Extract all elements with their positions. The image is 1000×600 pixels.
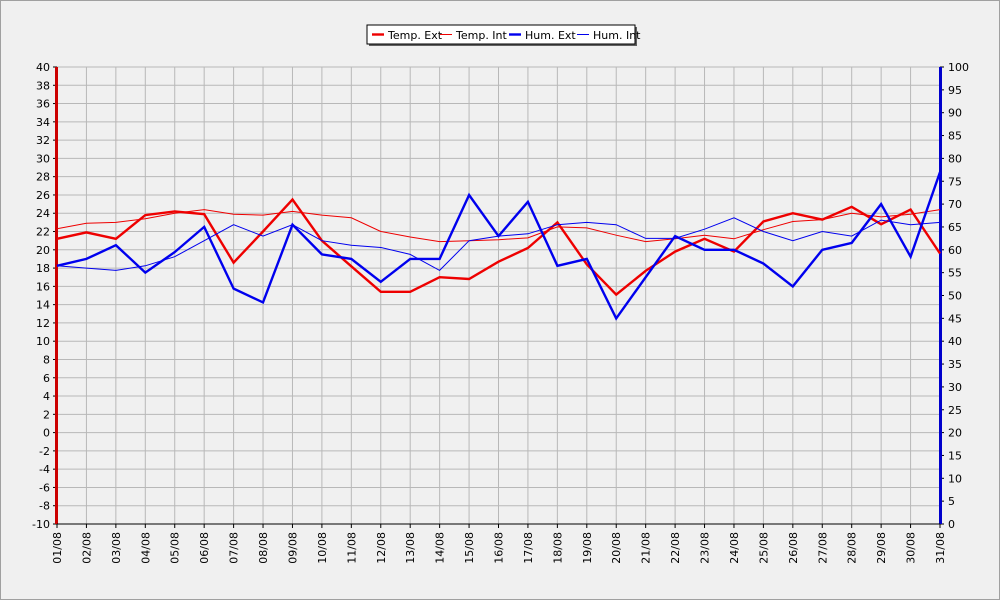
- x-tick-label: 20/08: [610, 532, 623, 564]
- x-tick-label: 09/08: [286, 532, 299, 564]
- right-tick-label: 75: [948, 175, 962, 188]
- x-tick-label: 18/08: [551, 532, 564, 564]
- right-tick-label: 55: [948, 267, 962, 280]
- left-tick-label: 22: [36, 226, 50, 239]
- x-tick-label: 10/08: [316, 532, 329, 564]
- x-tick-label: 21/08: [640, 532, 653, 564]
- left-tick-label: 40: [36, 61, 50, 74]
- x-tick-label: 05/08: [169, 532, 182, 564]
- x-tick-label: 17/08: [522, 532, 535, 564]
- right-tick-label: 5: [948, 495, 955, 508]
- left-tick-label: -8: [39, 500, 50, 513]
- x-tick-label: 26/08: [787, 532, 800, 564]
- left-tick-label: 32: [36, 134, 50, 147]
- x-tick-label: 29/08: [875, 532, 888, 564]
- left-axis: -10-8-6-4-202468101214161820222426283032…: [32, 61, 58, 531]
- x-tick-label: 03/08: [110, 532, 123, 564]
- right-tick-label: 25: [948, 404, 962, 417]
- x-tick-label: 15/08: [463, 532, 476, 564]
- left-tick-label: 38: [36, 79, 50, 92]
- left-tick-label: 24: [36, 207, 50, 220]
- left-tick-label: 10: [36, 335, 50, 348]
- left-tick-label: 12: [36, 317, 50, 330]
- left-tick-label: -2: [39, 445, 50, 458]
- left-tick-label: -6: [39, 481, 50, 494]
- right-tick-label: 35: [948, 358, 962, 371]
- x-tick-label: 07/08: [228, 532, 241, 564]
- right-tick-label: 40: [948, 335, 962, 348]
- right-tick-label: 95: [948, 84, 962, 97]
- right-tick-label: 70: [948, 198, 962, 211]
- left-tick-label: 18: [36, 262, 50, 275]
- right-tick-label: 15: [948, 449, 962, 462]
- left-tick-label: 30: [36, 152, 50, 165]
- series-layer: [56, 171, 942, 321]
- right-axis: 0 5 10 15 20 25 30 35 40 45 50 55 60 65 70 75 80 85 90 95 10…: [939, 61, 969, 531]
- right-tick-label: 65: [948, 221, 962, 234]
- left-tick-label: 16: [36, 280, 50, 293]
- left-tick-label: 36: [36, 98, 50, 111]
- right-tick-label: 10: [948, 472, 962, 485]
- right-tick-label: 45: [948, 312, 962, 325]
- x-tick-label: 14/08: [434, 532, 447, 564]
- x-tick-label: 23/08: [699, 532, 712, 564]
- legend-label-temp-int: Temp. Int: [455, 29, 508, 42]
- left-tick-label: 0: [43, 427, 50, 440]
- x-tick-label: 24/08: [728, 532, 741, 564]
- x-tick-label: 08/08: [257, 532, 270, 564]
- right-tick-label: 30: [948, 381, 962, 394]
- left-tick-label: 2: [43, 408, 50, 421]
- right-tick-label: 90: [948, 107, 962, 120]
- x-tick-label: 31/08: [934, 532, 947, 564]
- legend-label-hum-ext: Hum. Ext: [525, 29, 576, 42]
- right-tick-label: 100: [948, 61, 969, 74]
- right-axis-bar: [939, 67, 942, 524]
- legend-label-temp-ext: Temp. Ext: [387, 29, 443, 42]
- x-tick-label: 11/08: [345, 532, 358, 564]
- x-tick-label: 25/08: [757, 532, 770, 564]
- legend-box: [366, 24, 636, 45]
- x-tick-label: 13/08: [404, 532, 417, 564]
- x-tick-label: 12/08: [375, 532, 388, 564]
- right-tick-label: 50: [948, 290, 962, 303]
- x-tick-label: 01/08: [51, 532, 64, 564]
- left-tick-label: 34: [36, 116, 50, 129]
- right-tick-label: 0: [948, 518, 955, 531]
- left-tick-label: 26: [36, 189, 50, 202]
- x-axis: 01/08 02/08 03/08 04/08 05/08 06/08 07/08 08/08…: [51, 523, 947, 564]
- right-tick-label: 60: [948, 244, 962, 257]
- left-tick-label: 8: [43, 353, 50, 366]
- legend-label-hum-int: Hum. Int: [593, 29, 641, 42]
- x-tick-label: 02/08: [80, 532, 93, 564]
- left-tick-label: -4: [39, 463, 50, 476]
- left-tick-label: 20: [36, 244, 50, 257]
- x-tick-label: 30/08: [905, 532, 918, 564]
- legend: Temp. Ext Temp. Int Hum. Ext Hum. Int: [366, 24, 641, 46]
- x-tick-label: 06/08: [198, 532, 211, 564]
- left-tick-label: 6: [43, 372, 50, 385]
- x-tick-label: 16/08: [493, 532, 506, 564]
- series-line-hum-int: [56, 217, 941, 272]
- series-line-temp-int: [56, 209, 941, 243]
- series-line-temp-ext: [56, 197, 941, 297]
- left-tick-label: 28: [36, 171, 50, 184]
- right-tick-label: 20: [948, 427, 962, 440]
- left-axis-bar: [55, 67, 58, 524]
- x-tick-label: 27/08: [816, 532, 829, 564]
- right-tick-label: 85: [948, 130, 962, 143]
- left-tick-label: -10: [32, 518, 50, 531]
- x-tick-label: 04/08: [139, 532, 152, 564]
- right-tick-label: 80: [948, 152, 962, 165]
- x-tick-label: 19/08: [581, 532, 594, 564]
- left-tick-label: 14: [36, 299, 50, 312]
- x-tick-label: 22/08: [669, 532, 682, 564]
- x-tick-label: 28/08: [846, 532, 859, 564]
- left-tick-label: 4: [43, 390, 50, 403]
